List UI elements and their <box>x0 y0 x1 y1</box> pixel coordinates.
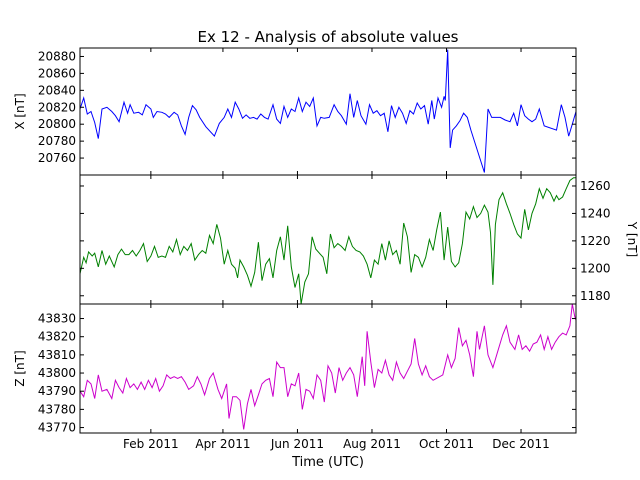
series-line-z <box>80 304 576 430</box>
y-tick-label-y: 1200 <box>580 261 611 275</box>
y-tick-label-z: 43770 <box>38 421 76 435</box>
x-tick-label: Jun 2011 <box>270 437 324 451</box>
x-tick-labels: Feb 2011 Apr 2011 Jun 2011 Aug 2011 Oct 2011… <box>123 437 550 451</box>
series-line-x <box>80 49 576 173</box>
y-tick-label-x: 20820 <box>38 100 76 114</box>
y-tick-label-y: 1180 <box>580 289 611 303</box>
y-tick-label-z: 43820 <box>38 330 76 344</box>
y-axis-label-z: Z [nT] <box>13 350 27 386</box>
y-tick-label-z: 43790 <box>38 384 76 398</box>
y-tick-label-y: 1240 <box>580 206 611 220</box>
y-tick-label-z: 43780 <box>38 402 76 416</box>
y-tick-label-y: 1260 <box>580 179 611 193</box>
y-tick-label-z: 43830 <box>38 312 76 326</box>
y-tick-label-x: 20840 <box>38 83 76 97</box>
x-axis-label: Time (UTC) <box>291 455 364 470</box>
y-axis-label-x: X [nT] <box>13 93 27 129</box>
y-axis-label-y: Y [nT] <box>625 221 639 257</box>
y-tick-label-x: 20860 <box>38 66 76 80</box>
panels-group: 20760 20780 20800 20820 20840 20860 20880 X [nT… <box>13 47 639 435</box>
chart-title: Ex 12 - Analysis of absolute values <box>198 28 459 46</box>
y-tick-label-y: 1220 <box>580 234 611 248</box>
x-tick-label: Dec 2011 <box>492 437 550 451</box>
y-tick-label-x: 20880 <box>38 49 76 63</box>
y-tick-label-z: 43800 <box>38 366 76 380</box>
x-tick-label: Apr 2011 <box>195 437 250 451</box>
axes-frame-z <box>79 303 577 434</box>
y-tick-label-x: 20760 <box>38 151 76 165</box>
x-tick-label: Oct 2011 <box>419 437 474 451</box>
y-tick-label-z: 43810 <box>38 348 76 362</box>
x-tick-label: Aug 2011 <box>343 437 401 451</box>
panel-z: 43770 43780 43790 43800 43810 43820 43830 Z [nT… <box>13 303 577 435</box>
y-tick-label-x: 20780 <box>38 134 76 148</box>
y-tick-label-x: 20800 <box>38 117 76 131</box>
x-tick-label: Feb 2011 <box>123 437 179 451</box>
series-line-y <box>80 177 576 304</box>
panel-y: 1180 1200 1220 1240 1260 Y [nT] <box>79 174 639 305</box>
